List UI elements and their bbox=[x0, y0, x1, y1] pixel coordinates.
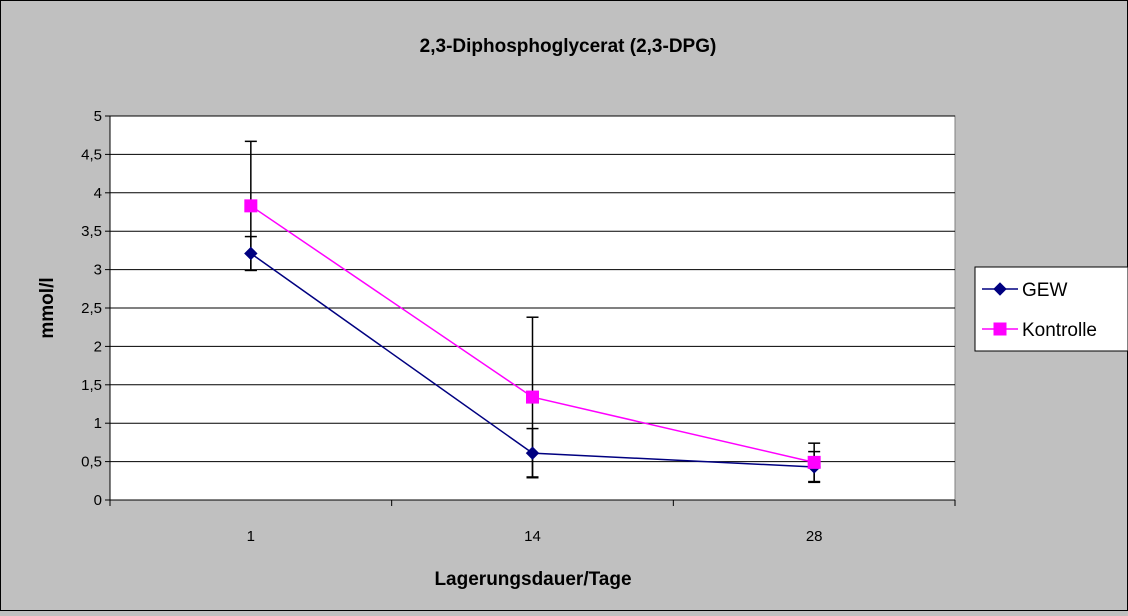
x-tick-label: 1 bbox=[247, 528, 255, 545]
axes: 0 0,5 1 1,5 2 2,5 3 3,5 4 4,5 5 1 14 28 bbox=[81, 108, 956, 545]
y-tick-label: 3,5 bbox=[81, 223, 102, 240]
x-tick-label: 14 bbox=[524, 528, 541, 545]
data-point bbox=[525, 446, 540, 460]
legend-label: GEW bbox=[1022, 280, 1067, 301]
series-layer bbox=[244, 140, 821, 484]
y-tick-label: 2,5 bbox=[81, 300, 102, 317]
data-point bbox=[807, 455, 821, 469]
y-tick-label: 1 bbox=[94, 415, 102, 432]
x-axis-title: Lagerungsdauer/Tage bbox=[434, 569, 631, 590]
chart-title: 2,3-Diphosphoglycerat (2,3-DPG) bbox=[420, 36, 717, 57]
y-tick-label: 2 bbox=[94, 338, 102, 355]
data-point bbox=[526, 390, 539, 404]
legend-label: Kontrolle bbox=[1022, 320, 1097, 341]
legend-marker bbox=[993, 282, 1007, 296]
y-tick-label: 0 bbox=[94, 492, 102, 509]
y-tick-label: 4,5 bbox=[81, 146, 102, 163]
data-point bbox=[244, 199, 258, 213]
legend: GEW Kontrolle bbox=[974, 266, 1128, 352]
y-tick-label: 0,5 bbox=[81, 454, 102, 471]
legend-box bbox=[974, 266, 1128, 352]
legend-marker bbox=[993, 322, 1007, 336]
x-tick-label: 28 bbox=[806, 528, 823, 545]
y-tick-label: 5 bbox=[94, 108, 102, 125]
y-tick-label: 3 bbox=[94, 262, 102, 279]
data-point bbox=[244, 246, 258, 261]
y-tick-label: 1,5 bbox=[81, 377, 102, 394]
y-axis-title: mmol/l bbox=[37, 277, 58, 338]
y-tick-label: 4 bbox=[94, 185, 102, 202]
